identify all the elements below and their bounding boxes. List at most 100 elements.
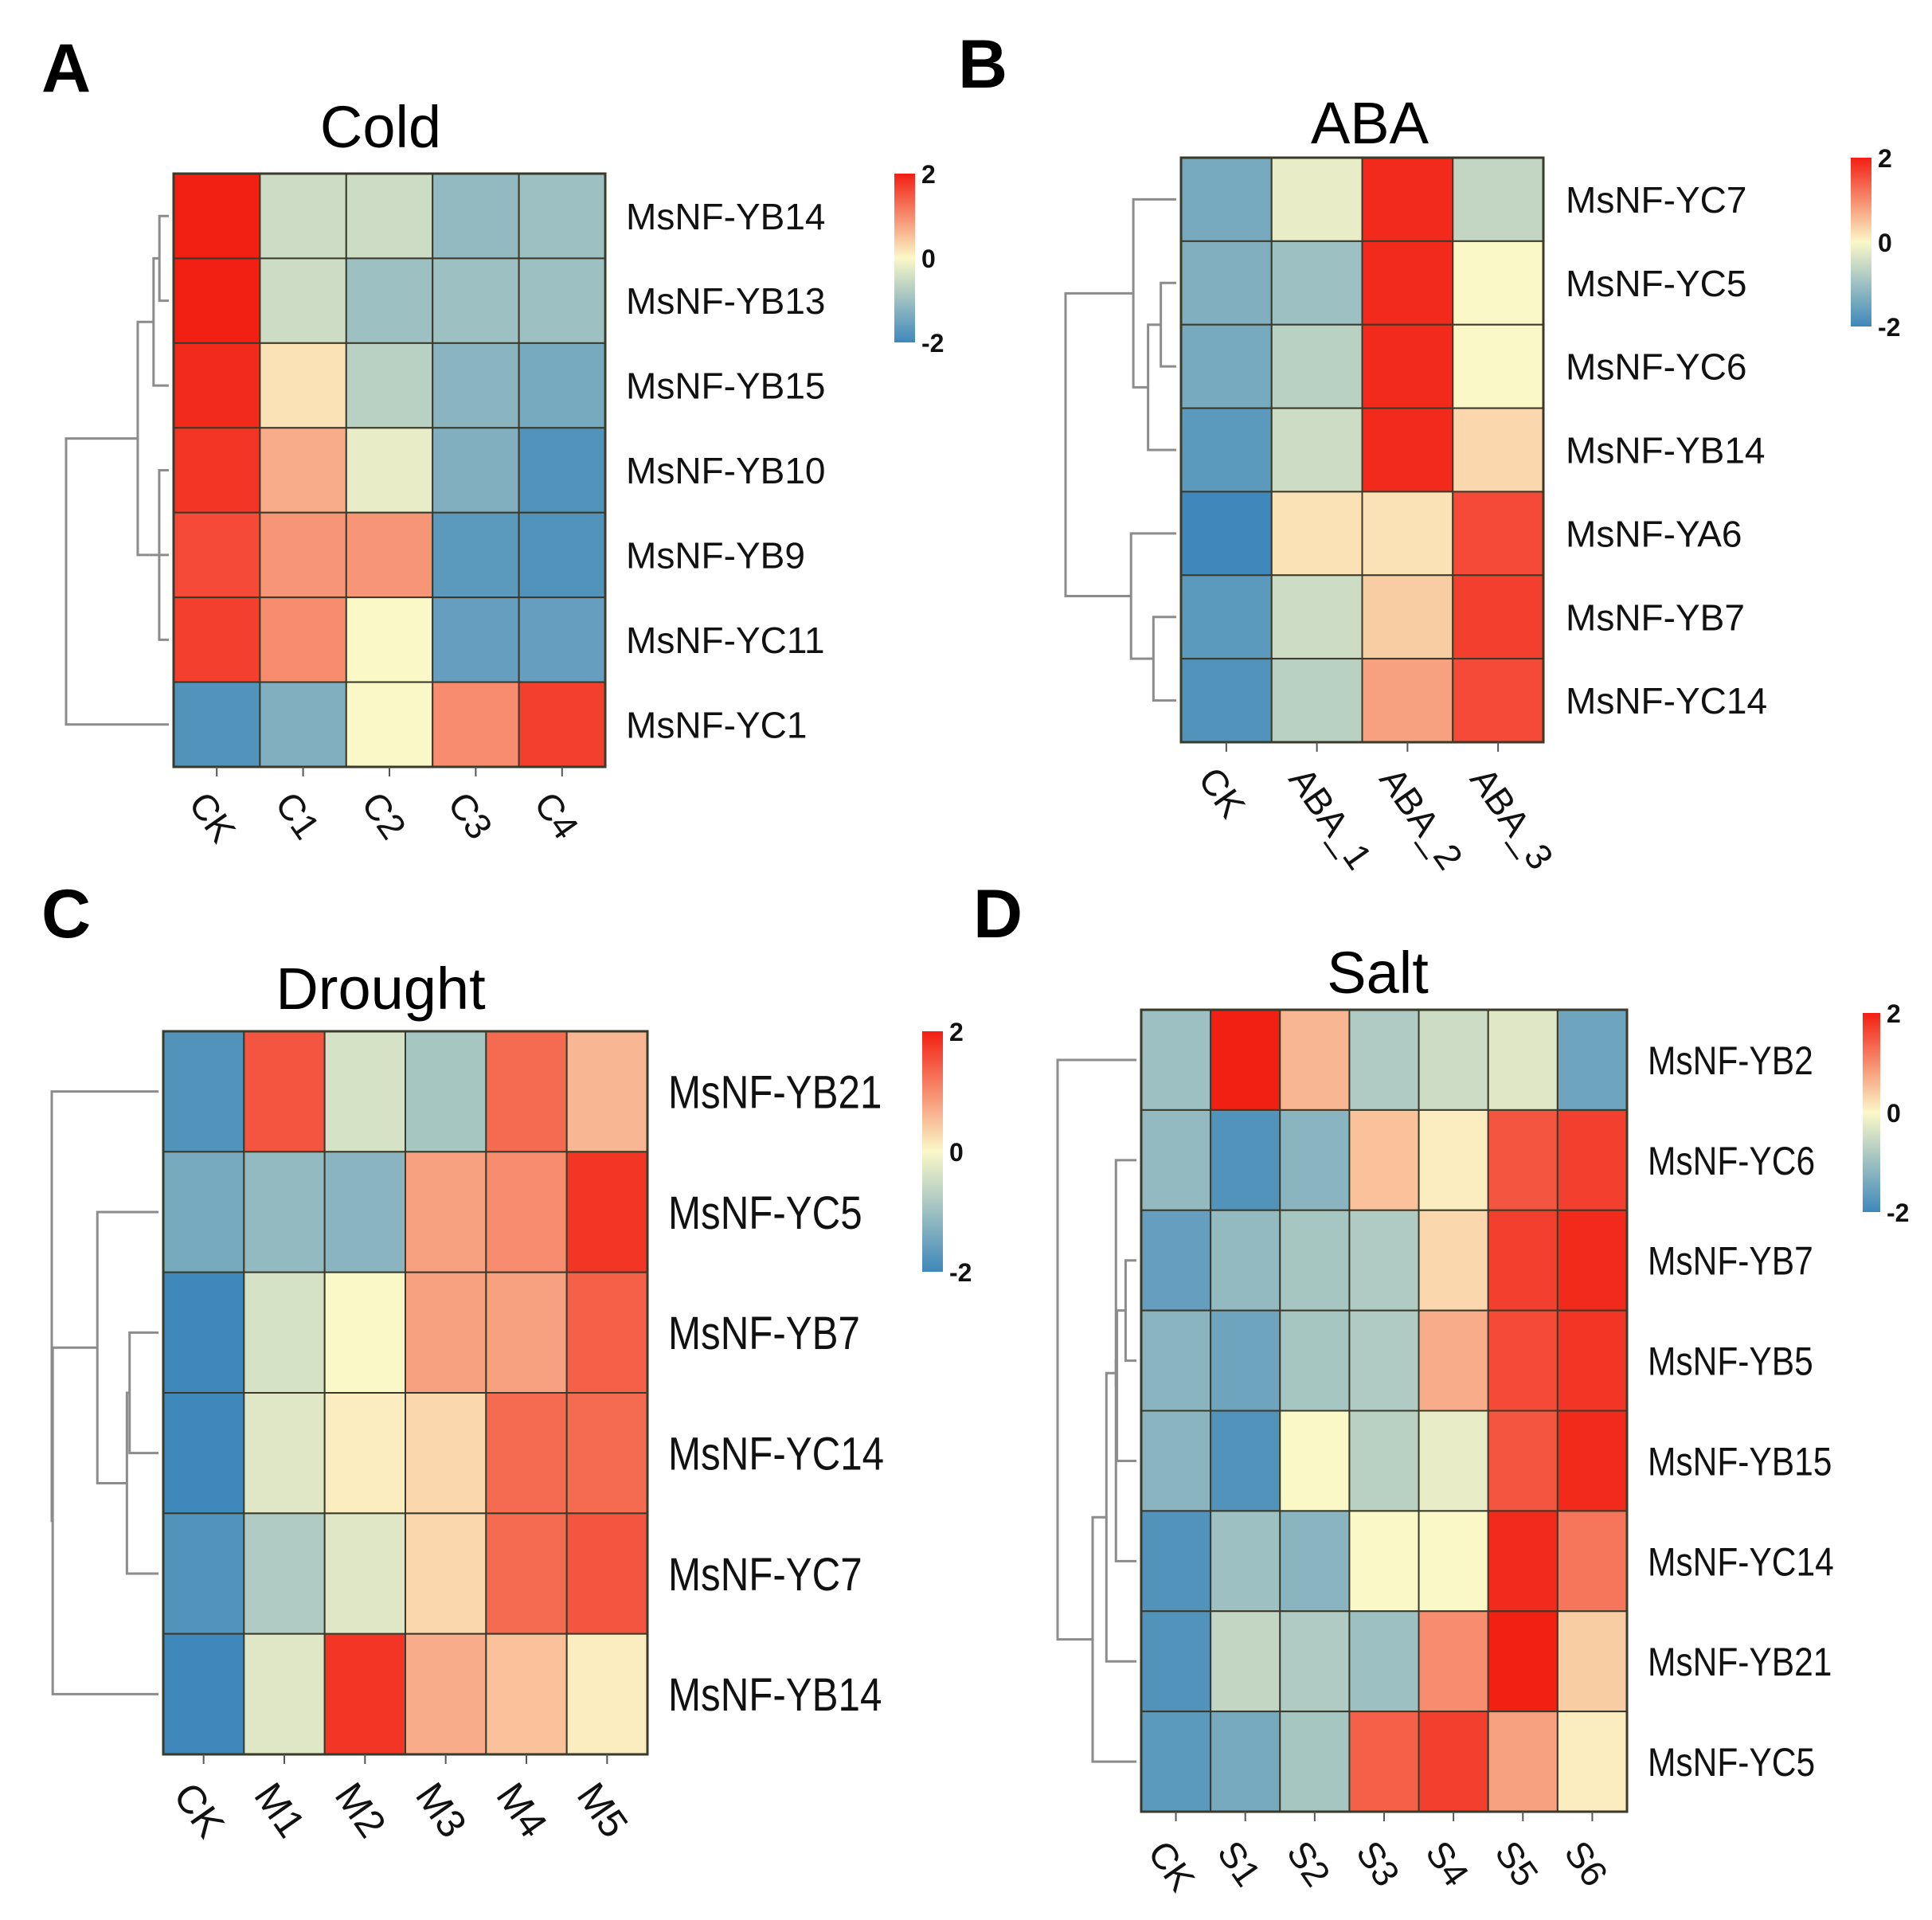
heatmap-cell	[485, 1392, 568, 1515]
heatmap-cell	[1348, 1109, 1420, 1211]
heatmap-cell	[173, 511, 261, 599]
heatmap-cell	[432, 257, 520, 344]
heatmap-cell	[1452, 240, 1544, 326]
heatmap-cell	[1210, 1009, 1281, 1111]
heatmap-cell	[1452, 407, 1544, 493]
heatmap-cell	[485, 1271, 568, 1394]
heatmap-cell	[1452, 491, 1544, 577]
row-label: MsNF-YB14	[1566, 430, 1765, 471]
heatmap-cell	[485, 1512, 568, 1635]
heatmap-cell	[1270, 157, 1363, 242]
panel-letter: C	[41, 876, 91, 952]
legend-tick-label: 2	[949, 1018, 964, 1046]
heatmap-cell	[345, 511, 434, 599]
heatmap-cell	[1348, 1510, 1420, 1613]
heatmap-cell	[243, 1512, 326, 1635]
legend-tick-label: 0	[1878, 229, 1892, 257]
color-legend-bar	[1851, 158, 1871, 327]
row-label: MsNF-YB7	[668, 1308, 860, 1359]
heatmap-cell	[405, 1512, 487, 1635]
heatmap-cell	[1487, 1309, 1559, 1412]
heatmap-cell	[1348, 1009, 1420, 1111]
legend-tick-label: 2	[1887, 999, 1901, 1028]
heatmap-cell	[243, 1271, 326, 1394]
dendrogram-branch	[1091, 1515, 1136, 1763]
heatmap-frame	[1179, 156, 1545, 744]
heatmap-cell	[565, 1512, 649, 1635]
heatmap-cell	[345, 173, 434, 260]
panel-title: Drought	[276, 956, 486, 1022]
heatmap-cell	[1418, 1309, 1489, 1412]
heatmap-cell	[1180, 157, 1273, 242]
panel-title: ABA	[1311, 90, 1429, 156]
heatmap-cell	[1140, 1109, 1212, 1211]
heatmap-cell	[259, 257, 347, 344]
heatmap-cell	[1279, 1610, 1351, 1713]
heatmap-cell	[565, 1030, 649, 1153]
heatmap-cell	[1140, 1209, 1212, 1312]
heatmap-cell	[1418, 1410, 1489, 1512]
heatmap-cell	[1556, 1610, 1629, 1713]
row-label: MsNF-YB14	[626, 196, 825, 237]
heatmap-cell	[259, 596, 347, 683]
dendrogram-branch	[1124, 1259, 1136, 1363]
column-label: M4	[487, 1775, 556, 1846]
column-label: M5	[569, 1775, 637, 1846]
row-label: MsNF-YB7	[1648, 1238, 1813, 1283]
heatmap-cell	[162, 1633, 245, 1756]
heatmap-cell	[1487, 1410, 1559, 1512]
heatmap-cell	[1452, 323, 1544, 409]
heatmap-cell	[405, 1633, 487, 1756]
heatmap-cell	[1487, 1711, 1559, 1812]
color-legend-bar	[894, 174, 915, 342]
dendrogram-branch	[1152, 616, 1176, 702]
heatmap-cell	[162, 1030, 245, 1153]
heatmap-cell	[518, 257, 606, 344]
heatmap-cell	[173, 681, 261, 768]
row-label: MsNF-YC5	[1566, 263, 1746, 304]
heatmap-cell	[162, 1512, 245, 1635]
heatmap-cell	[162, 1151, 245, 1273]
heatmap-cell	[518, 173, 606, 260]
panel-c-drought: C Drought MsNF-YB21 MsNF-YC5 MsNF-YB7 MsNF-YC…	[41, 876, 972, 1846]
heatmap-cell	[565, 1633, 649, 1756]
heatmap-cell	[1348, 1711, 1420, 1812]
heatmap-cell	[1140, 1309, 1212, 1412]
heatmap-cell	[243, 1030, 326, 1153]
heatmap-cell	[1210, 1209, 1281, 1312]
heatmap-cell	[1487, 1610, 1559, 1713]
row-label: MsNF-YB9	[626, 534, 805, 576]
column-label: ABA_2	[1371, 760, 1471, 877]
panel-d-salt: D Salt MsNF-YB2 MsNF-YC6 MsNF-YB7 MsNF-YB5 MsN…	[973, 876, 1909, 1898]
dendrogram-branch	[1056, 1058, 1136, 1641]
panel-letter: A	[41, 30, 91, 107]
heatmap-cell	[1180, 491, 1273, 577]
heatmap-cell	[1270, 574, 1363, 660]
heatmap-cell	[1487, 1009, 1559, 1111]
row-label: MsNF-YC14	[1566, 680, 1767, 721]
legend-tick-label: 0	[949, 1138, 964, 1167]
heatmap-cell	[405, 1151, 487, 1273]
legend-tick-label: 0	[921, 244, 936, 273]
dendrogram-branch	[65, 437, 169, 726]
row-label: MsNF-YC11	[626, 620, 825, 661]
row-label: MsNF-YB13	[626, 280, 825, 322]
column-label: CK	[181, 784, 244, 850]
heatmap-cell	[1279, 1209, 1351, 1312]
heatmap-cell	[259, 173, 347, 260]
panel-letter: B	[958, 26, 1007, 103]
heatmap-cell	[1556, 1209, 1629, 1312]
heatmap-cell	[173, 173, 261, 260]
column-label: S6	[1556, 1833, 1616, 1894]
heatmap-cell	[1487, 1209, 1559, 1312]
dendrogram-branch	[158, 214, 169, 303]
heatmap-cell	[173, 342, 261, 429]
heatmap-cell	[1348, 1610, 1420, 1713]
column-label: S1	[1210, 1833, 1269, 1894]
heatmap-cell	[1140, 1610, 1212, 1713]
heatmap-cell	[162, 1271, 245, 1394]
heatmap-cell	[173, 257, 261, 344]
heatmap-cell	[1210, 1510, 1281, 1613]
heatmap-cell	[518, 427, 606, 514]
legend-tick-label: -2	[921, 329, 944, 358]
